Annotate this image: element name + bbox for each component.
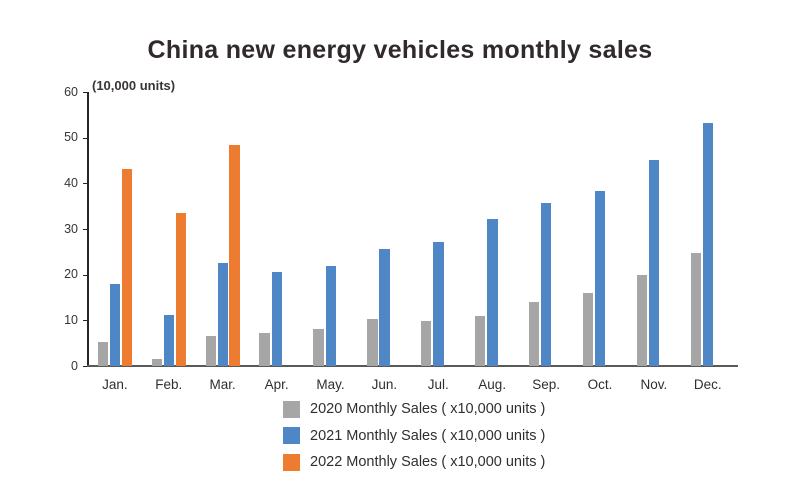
x-axis-label-jan: Jan.	[102, 377, 128, 392]
bar-2021-aug	[487, 219, 498, 366]
bar-2021-mar	[217, 262, 229, 366]
bar-2020-oct	[582, 292, 594, 366]
y-tick-label-20: 20	[64, 267, 78, 282]
bar-2020-sep	[528, 301, 540, 366]
y-tick-mark-60	[83, 92, 87, 93]
y-tick-label-50: 50	[64, 130, 78, 145]
legend-swatch-2021	[283, 427, 300, 444]
x-axis-label-aug: Aug.	[478, 377, 507, 392]
y-tick-label-10: 10	[64, 312, 78, 327]
bar-2020-jul	[421, 321, 432, 366]
y-tick-mark-30	[83, 229, 87, 230]
bar-2022-mar	[229, 144, 240, 366]
legend-label-2022: 2022 Monthly Sales ( x10,000 units )	[310, 454, 546, 470]
x-axis-label-oct: Oct.	[587, 377, 613, 392]
x-axis-label-nov: Nov.	[640, 377, 668, 392]
y-tick-mark-50	[83, 137, 87, 139]
bar-2021-oct	[595, 191, 606, 366]
bar-2021-nov	[648, 160, 660, 366]
x-axis-label-jul: Jul.	[427, 377, 449, 392]
x-axis-label-apr: Apr.	[264, 377, 289, 392]
x-axis-label-feb: Feb.	[155, 377, 183, 392]
bar-2020-apr	[259, 332, 270, 366]
bar-2021-dec	[702, 123, 714, 366]
y-tick-label-40: 40	[64, 175, 78, 190]
x-axis-label-may: May.	[316, 377, 345, 392]
bar-2020-mar	[205, 336, 216, 366]
x-axis-line	[87, 365, 738, 367]
legend-swatch-2022	[283, 453, 300, 471]
bar-2020-may	[313, 328, 324, 366]
bar-2020-jan	[97, 342, 109, 366]
y-tick-mark-40	[83, 183, 87, 185]
legend-swatch-2020	[283, 400, 300, 418]
bar-2021-apr	[271, 271, 282, 366]
bar-2021-sep	[541, 203, 552, 366]
legend-label-2021: 2021 Monthly Sales ( x10,000 units )	[310, 427, 546, 444]
y-tick-mark-10	[83, 320, 87, 322]
x-axis-label-dec: Dec.	[693, 377, 722, 392]
bar-2020-nov	[636, 274, 648, 366]
bar-2022-feb	[175, 213, 186, 366]
bar-2021-jan	[109, 283, 121, 366]
legend-item-2020: 2020 Monthly Sales ( x10,000 units )	[283, 400, 545, 418]
bar-2021-jul	[433, 242, 444, 366]
y-tick-label-60: 60	[64, 84, 78, 99]
bar-2022-jan	[121, 168, 132, 366]
y-tick-label-30: 30	[64, 221, 78, 236]
legend: 2020 Monthly Sales ( x10,000 units ) 202…	[283, 400, 545, 480]
bar-2020-aug	[475, 316, 486, 366]
chart-title: China new energy vehicles monthly sales	[147, 36, 653, 64]
bar-2020-jun	[367, 318, 378, 366]
bar-2021-may	[325, 266, 336, 366]
legend-item-2022: 2022 Monthly Sales ( x10,000 units )	[283, 453, 545, 471]
bar-2021-feb	[163, 315, 175, 366]
legend-label-2020: 2020 Monthly Sales ( x10,000 units )	[310, 401, 546, 417]
x-axis-label-mar: Mar.	[209, 377, 236, 392]
x-axis-label-sep: Sep.	[532, 377, 560, 392]
y-axis-unit-label: (10,000 units)	[92, 78, 176, 93]
y-tick-mark-20	[83, 274, 87, 276]
x-axis-label-jun: Jun.	[371, 377, 398, 392]
y-axis-line	[87, 92, 89, 366]
bar-2020-feb	[151, 358, 162, 366]
y-tick-mark-0	[83, 366, 87, 367]
bar-2021-jun	[379, 249, 390, 366]
y-tick-label-0: 0	[71, 358, 78, 373]
legend-item-2021: 2021 Monthly Sales ( x10,000 units )	[283, 427, 545, 445]
bar-2020-dec	[690, 252, 701, 366]
